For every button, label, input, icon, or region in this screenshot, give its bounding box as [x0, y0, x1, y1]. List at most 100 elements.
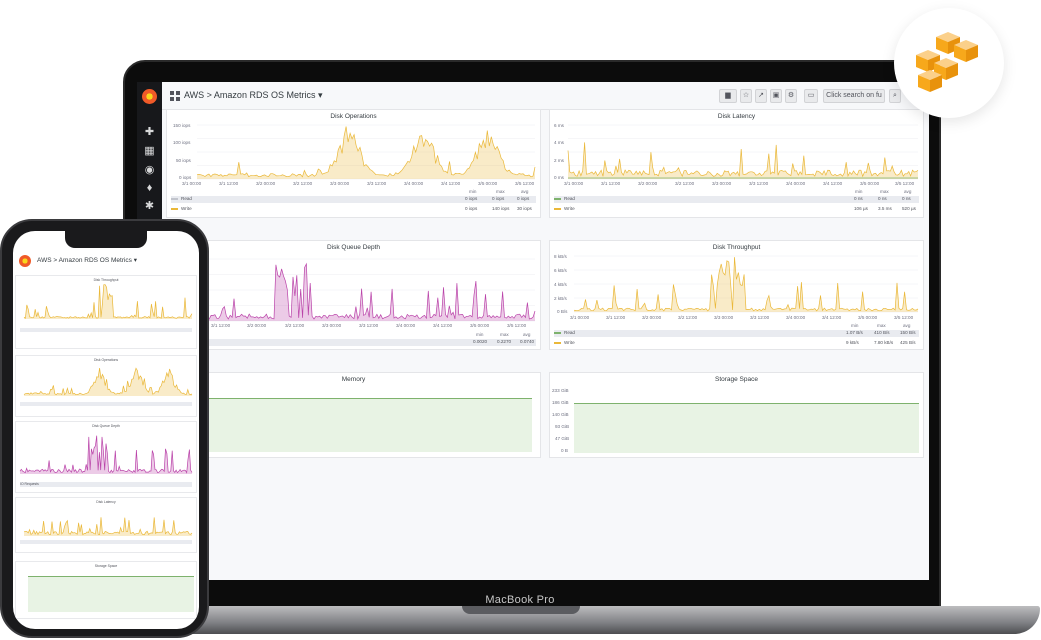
save-button[interactable]: ▣: [770, 89, 782, 103]
dashboard-navbar: AWS > Amazon RDS OS Metrics ▾ ▆ ☆ ↗ ▣ ⚙ …: [162, 82, 929, 110]
legend-row-write[interactable]: Write 106 µs 3.5 ms 520 µs: [554, 206, 919, 213]
legend-row-read[interactable]: Read 1.07 B/s 410 B/s 150 B/s: [554, 330, 919, 337]
y-tick: 186 GiB: [552, 400, 569, 405]
phone-frame: AWS > Amazon RDS OS Metrics ▾ Disk Throu…: [0, 219, 209, 638]
alert-bell-icon[interactable]: ♦: [146, 182, 153, 194]
x-tick: 3/4 12:00: [822, 315, 842, 320]
y-tick: 0 ms: [554, 175, 564, 180]
legend-row-io-requests[interactable]: IO Requests 0.0020 0.2270 0.0740: [171, 339, 536, 346]
star-button[interactable]: ☆: [740, 89, 752, 103]
panel-title: Disk Operations: [330, 113, 377, 120]
breadcrumb[interactable]: AWS > Amazon RDS OS Metrics ▾: [184, 90, 323, 100]
laptop-notch: [462, 606, 580, 614]
phone-breadcrumb[interactable]: AWS > Amazon RDS OS Metrics ▾: [37, 257, 138, 264]
phone-panel-disk-latency[interactable]: Disk Latency: [15, 497, 197, 553]
x-tick: 3/5 00:00: [470, 323, 490, 328]
y-tick: 47 GiB: [555, 436, 570, 441]
y-tick: 8 kB/s: [554, 254, 567, 259]
plus-icon[interactable]: ✚: [144, 126, 155, 138]
legend-label: Write: [564, 340, 575, 345]
memory-area-fill: [173, 398, 532, 452]
tv-mode-button[interactable]: ▭: [804, 89, 818, 103]
explore-icon[interactable]: ◉: [144, 164, 155, 176]
legend-max: 0.2270: [497, 339, 512, 344]
dashboard-grid-icon[interactable]: [170, 91, 180, 101]
legend-row-write[interactable]: Write 0 iops 140 iops 30 iops: [171, 206, 536, 213]
legend-swatch: [554, 341, 561, 344]
x-tick: 3/3 00:00: [714, 315, 734, 320]
x-tick: 3/5 12:00: [507, 323, 527, 328]
zoom-out-button[interactable]: ⌕: [889, 89, 901, 103]
phone-panel-disk-operations[interactable]: Disk Operations: [15, 355, 197, 417]
add-panel-button[interactable]: ▆: [719, 89, 737, 103]
gear-icon[interactable]: ✱: [144, 200, 155, 212]
legend-min: 106 µs: [854, 206, 868, 211]
x-tick: 3/3 12:00: [750, 315, 770, 320]
x-tick: 3/1 00:00: [570, 315, 590, 320]
disk-queue-depth-graph: [172, 258, 536, 322]
y-tick: 0 iops: [179, 175, 192, 180]
legend-header-min: min: [855, 189, 863, 194]
legend-row-read[interactable]: Read 0 iops 0 iops 0 iops: [171, 196, 536, 203]
panel-disk-operations[interactable]: Disk Operations 150 iops 100 iops 50 iop…: [166, 109, 541, 218]
legend-max: 140 iops: [492, 206, 510, 211]
legend-row-read[interactable]: Read 0 ns 0 ns 0 ns: [554, 196, 919, 203]
legend-swatch: [171, 207, 178, 210]
panel-disk-throughput[interactable]: Disk Throughput 8 kB/s 6 kB/s 4 kB/s 2 k…: [549, 240, 924, 350]
panel-title: Memory: [341, 376, 366, 383]
legend-avg: 520 µs: [902, 206, 916, 211]
x-tick: 3/4 12:00: [441, 181, 461, 186]
x-tick: 3/2 00:00: [642, 315, 662, 320]
x-tick: 3/1 12:00: [219, 181, 239, 186]
panel-storage-space[interactable]: Storage Space 233 GiB 186 GiB 140 GiB 93…: [549, 372, 924, 458]
phone-panel-disk-throughput[interactable]: Disk Throughput: [15, 275, 197, 349]
legend-swatch: [554, 197, 561, 200]
x-tick: 3/4 12:00: [433, 323, 453, 328]
y-tick: 6 ms: [554, 123, 564, 128]
phone-panel-title: Disk Queue Depth: [92, 424, 120, 428]
x-tick: 3/4 00:00: [786, 181, 806, 186]
x-tick: 3/3 00:00: [712, 181, 732, 186]
aws-badge: [894, 8, 1004, 118]
legend-header-max: max: [496, 189, 505, 194]
y-tick: 2 kB/s: [554, 296, 567, 301]
legend-max: 0 ns: [878, 196, 887, 201]
panel-disk-queue-depth[interactable]: Disk Queue Depth 3/1 12:00 3/2 00:00 3/2…: [166, 240, 541, 350]
y-tick: 140 GiB: [552, 412, 569, 417]
phone-throughput-graph: [23, 284, 193, 319]
panel-title: Disk Throughput: [712, 244, 761, 251]
phone-panel-storage-space[interactable]: Storage Space: [15, 561, 197, 619]
y-tick: 50 iops: [176, 158, 191, 163]
x-tick: 3/5 00:00: [860, 181, 880, 186]
legend-swatch: [554, 207, 561, 210]
x-tick: 3/2 00:00: [256, 181, 276, 186]
x-tick: 3/3 00:00: [322, 323, 342, 328]
dashboards-icon[interactable]: ▦: [144, 145, 155, 157]
x-tick: 3/3 12:00: [367, 181, 387, 186]
settings-button[interactable]: ⚙: [785, 89, 797, 103]
phone-panel-disk-queue-depth[interactable]: Disk Queue Depth IO Requests: [15, 421, 197, 493]
disk-operations-graph: [196, 124, 536, 180]
x-tick: 3/2 12:00: [293, 181, 313, 186]
y-tick: 6 kB/s: [554, 268, 567, 273]
share-button[interactable]: ↗: [755, 89, 767, 103]
legend-row-write[interactable]: Write 9 kB/s 7.80 kB/s 425 B/s: [554, 340, 919, 347]
legend-header-max: max: [880, 189, 889, 194]
panel-memory[interactable]: Memory: [166, 372, 541, 458]
x-tick: 3/5 12:00: [894, 315, 914, 320]
legend-header-avg: avg: [903, 323, 911, 328]
series-area: [20, 435, 192, 474]
series-area: [173, 264, 535, 321]
series-area: [24, 284, 192, 319]
series-area: [568, 142, 918, 179]
grafana-logo-icon[interactable]: [142, 89, 157, 104]
series-area: [24, 517, 192, 536]
legend-avg: 0.0740: [520, 339, 535, 344]
panel-disk-latency[interactable]: Disk Latency 6 ms 4 ms 2 ms 0 ms 3/1 00:…: [549, 109, 924, 218]
grafana-logo-icon[interactable]: [19, 255, 31, 267]
time-picker-button[interactable]: Click search on fu: [823, 89, 885, 103]
legend-min: 0.0020: [473, 339, 488, 344]
legend-min: 0 iops: [465, 206, 478, 211]
legend-label: Write: [564, 206, 575, 211]
series-line: [567, 142, 919, 178]
